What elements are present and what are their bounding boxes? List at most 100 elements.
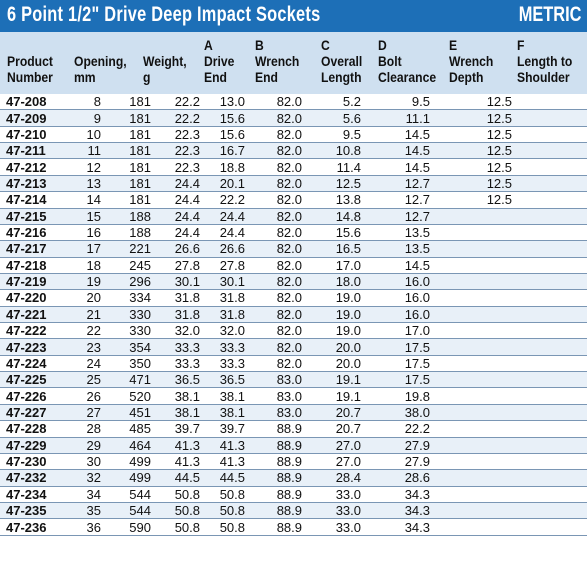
value-cell: 181 xyxy=(101,175,151,191)
value-cell: 44.5 xyxy=(200,470,245,486)
value-cell: 30 xyxy=(61,453,101,469)
value-cell: 31.8 xyxy=(151,290,200,306)
row-filler xyxy=(512,306,587,322)
value-cell: 24.4 xyxy=(151,175,200,191)
value-cell xyxy=(430,437,512,453)
value-cell: 82.0 xyxy=(245,257,302,273)
header-line: Bolt xyxy=(378,54,436,70)
value-cell: 12.5 xyxy=(430,159,512,175)
value-cell: 18.0 xyxy=(302,273,361,289)
value-cell: 14.8 xyxy=(302,208,361,224)
value-cell: 88.9 xyxy=(245,502,302,518)
value-cell: 296 xyxy=(101,273,151,289)
header-line: Opening, xyxy=(74,54,127,70)
value-cell: 9.5 xyxy=(361,94,430,110)
product-number-cell: 47-221 xyxy=(0,306,61,322)
value-cell: 38.1 xyxy=(200,404,245,420)
header-line: Shoulder xyxy=(517,70,572,86)
value-cell: 590 xyxy=(101,519,151,535)
value-cell: 50.8 xyxy=(151,486,200,502)
value-cell: 20.7 xyxy=(302,404,361,420)
table-row: 47-208 8 181 22.2 13.0 82.0 5.2 9.5 12.5 xyxy=(0,94,587,110)
value-cell: 334 xyxy=(101,290,151,306)
table-row: 47-209 9 181 22.2 15.6 82.0 5.6 11.1 12.5 xyxy=(0,110,587,126)
value-cell: 330 xyxy=(101,306,151,322)
table-row: 47-229 29 464 41.3 41.3 88.9 27.0 27.9 xyxy=(0,437,587,453)
value-cell: 20.0 xyxy=(302,339,361,355)
value-cell: 82.0 xyxy=(245,175,302,191)
value-cell: 20 xyxy=(61,290,101,306)
product-number-cell: 47-235 xyxy=(0,502,61,518)
value-cell: 16.0 xyxy=(361,273,430,289)
value-cell: 27.9 xyxy=(361,453,430,469)
value-cell xyxy=(430,355,512,371)
header-line: End xyxy=(204,70,234,86)
value-cell: 19.0 xyxy=(302,323,361,339)
value-cell: 88.9 xyxy=(245,470,302,486)
value-cell: 50.8 xyxy=(200,519,245,535)
value-cell: 17.0 xyxy=(302,257,361,273)
header-line xyxy=(7,38,53,54)
value-cell: 83.0 xyxy=(245,388,302,404)
product-number-cell: 47-211 xyxy=(0,143,61,159)
value-cell: 28.6 xyxy=(361,470,430,486)
value-cell: 27.8 xyxy=(151,257,200,273)
value-cell: 19.1 xyxy=(302,372,361,388)
value-cell: 19.1 xyxy=(302,388,361,404)
table-row: 47-226 26 520 38.1 38.1 83.0 19.1 19.8 xyxy=(0,388,587,404)
value-cell: 41.3 xyxy=(151,437,200,453)
table-row: 47-224 24 350 33.3 33.3 82.0 20.0 17.5 xyxy=(0,355,587,371)
value-cell: 33.3 xyxy=(151,339,200,355)
value-cell: 16 xyxy=(61,224,101,240)
value-cell: 27 xyxy=(61,404,101,420)
row-filler xyxy=(512,143,587,159)
value-cell: 82.0 xyxy=(245,306,302,322)
value-cell: 24.4 xyxy=(151,208,200,224)
header-line: Overall xyxy=(321,54,362,70)
value-cell xyxy=(430,273,512,289)
value-cell: 32.0 xyxy=(151,323,200,339)
header-wrench-depth: E Wrench Depth xyxy=(449,38,493,86)
table-row: 47-210 10 181 22.3 15.6 82.0 9.5 14.5 12.5 xyxy=(0,126,587,142)
product-number-cell: 47-212 xyxy=(0,159,61,175)
value-cell: 30.1 xyxy=(200,273,245,289)
value-cell: 82.0 xyxy=(245,159,302,175)
value-cell: 12.7 xyxy=(361,192,430,208)
value-cell xyxy=(430,257,512,273)
value-cell: 24.4 xyxy=(200,208,245,224)
row-filler xyxy=(512,502,587,518)
value-cell: 17 xyxy=(61,241,101,257)
sockets-table: 47-208 8 181 22.2 13.0 82.0 5.2 9.5 12.5 47-209 9 1… xyxy=(0,94,587,536)
table-row: 47-223 23 354 33.3 33.3 82.0 20.0 17.5 xyxy=(0,339,587,355)
value-cell: 82.0 xyxy=(245,110,302,126)
value-cell xyxy=(430,323,512,339)
row-filler xyxy=(512,355,587,371)
product-number-cell: 47-228 xyxy=(0,421,61,437)
value-cell: 181 xyxy=(101,110,151,126)
value-cell xyxy=(430,404,512,420)
value-cell xyxy=(430,502,512,518)
value-cell: 24.4 xyxy=(151,224,200,240)
value-cell: 9.5 xyxy=(302,126,361,142)
table-row: 47-235 35 544 50.8 50.8 88.9 33.0 34.3 xyxy=(0,502,587,518)
value-cell: 9 xyxy=(61,110,101,126)
value-cell: 38.1 xyxy=(151,404,200,420)
table-row: 47-213 13 181 24.4 20.1 82.0 12.5 12.7 12.5 xyxy=(0,175,587,191)
value-cell: 24.4 xyxy=(151,192,200,208)
value-cell: 31.8 xyxy=(200,290,245,306)
value-cell: 18.8 xyxy=(200,159,245,175)
product-number-cell: 47-218 xyxy=(0,257,61,273)
value-cell: 12.5 xyxy=(430,143,512,159)
value-cell: 41.3 xyxy=(151,453,200,469)
value-cell: 350 xyxy=(101,355,151,371)
value-cell: 24 xyxy=(61,355,101,371)
value-cell xyxy=(430,208,512,224)
row-filler xyxy=(512,519,587,535)
header-line: Depth xyxy=(449,70,493,86)
value-cell: 22.2 xyxy=(151,94,200,110)
value-cell: 499 xyxy=(101,470,151,486)
product-number-cell: 47-230 xyxy=(0,453,61,469)
value-cell: 82.0 xyxy=(245,241,302,257)
value-cell: 520 xyxy=(101,388,151,404)
product-number-cell: 47-210 xyxy=(0,126,61,142)
